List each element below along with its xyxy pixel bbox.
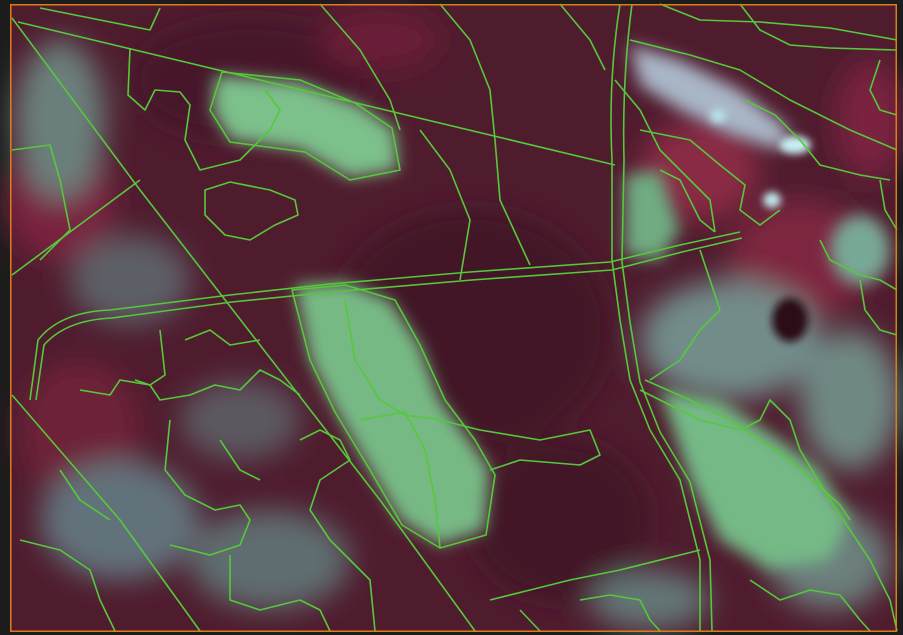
parcel-south[interactable] — [489, 549, 701, 601]
parcel-east[interactable] — [649, 249, 721, 381]
parcel-left[interactable] — [219, 439, 261, 481]
red-vegetation-patch — [640, 120, 760, 220]
parcel-east[interactable] — [859, 279, 898, 336]
bright-water-spot — [763, 192, 781, 208]
clearing-outline-small[interactable] — [204, 181, 299, 241]
bright-water-spot — [779, 136, 811, 154]
parcel-left[interactable] — [11, 144, 71, 261]
green-clearing — [212, 75, 398, 178]
road-edge-north[interactable] — [29, 231, 741, 401]
parcel-east[interactable] — [749, 579, 871, 632]
green-clearing — [625, 170, 680, 260]
clearing-outline-inner[interactable] — [344, 299, 601, 471]
parcel-east[interactable] — [739, 3, 898, 51]
grey-teal-area — [800, 330, 900, 470]
parcel-east[interactable] — [629, 39, 898, 151]
map-frame-border — [10, 4, 897, 632]
light-clearing — [630, 45, 790, 150]
parcel-left[interactable] — [164, 419, 251, 556]
clearing-outline-inner[interactable] — [359, 411, 441, 549]
grey-teal-area — [15, 40, 105, 200]
boundary-diagonal-nw[interactable] — [11, 179, 141, 276]
boundary-top-inner[interactable] — [39, 7, 161, 31]
grey-teal-area — [180, 380, 300, 460]
boundary-diagonal-sw[interactable] — [11, 394, 201, 632]
boundary-inner-mid[interactable] — [419, 129, 471, 281]
dark-spot — [772, 298, 808, 342]
parcel-left[interactable] — [19, 539, 116, 632]
parcel-left[interactable] — [184, 329, 261, 346]
parcel-east[interactable] — [744, 99, 891, 181]
road-edge-south[interactable] — [35, 237, 743, 401]
parcel-south[interactable] — [229, 555, 331, 632]
boundary-diagonal-top[interactable] — [17, 21, 616, 166]
parcel-east[interactable] — [869, 59, 898, 116]
parcel-east[interactable] — [879, 179, 898, 231]
imagery-layer — [5, 4, 903, 631]
parcel-south[interactable] — [519, 609, 541, 632]
parcel-east[interactable] — [614, 79, 716, 233]
parcel-east[interactable] — [639, 389, 898, 632]
parcel-boundaries[interactable] — [11, 3, 898, 632]
parcel-left[interactable] — [134, 329, 166, 386]
clearing-outline-center[interactable] — [291, 284, 496, 549]
parcel-east[interactable] — [644, 379, 851, 521]
main-road-west[interactable] — [610, 3, 701, 631]
boundary-top-inner[interactable] — [439, 3, 531, 266]
red-vegetation-patch — [320, 10, 440, 70]
parcel-south[interactable] — [579, 594, 661, 632]
boundary-diagonal-left[interactable] — [11, 17, 476, 632]
parcel-east[interactable] — [659, 169, 716, 233]
boundary-top-inner[interactable] — [559, 3, 606, 71]
parcel-left[interactable] — [79, 369, 301, 401]
parcel-left[interactable] — [59, 469, 111, 521]
boundary-top-inner[interactable] — [319, 3, 401, 131]
parcel-east[interactable] — [819, 239, 898, 291]
grey-teal-area — [70, 235, 190, 325]
parcel-east[interactable] — [659, 3, 898, 41]
parcel-east[interactable] — [639, 129, 781, 226]
grey-teal-area — [590, 570, 710, 630]
green-clearing — [660, 390, 850, 570]
boundary-top-inner[interactable] — [127, 47, 281, 171]
clearing-outline-north[interactable] — [209, 71, 401, 181]
red-vegetation-patch — [835, 60, 903, 180]
main-road-east[interactable] — [621, 3, 713, 632]
parcel-south[interactable] — [299, 429, 376, 632]
dark-forest-patch — [470, 440, 650, 600]
grey-teal-area — [190, 510, 350, 610]
bright-water-spot — [710, 109, 726, 123]
